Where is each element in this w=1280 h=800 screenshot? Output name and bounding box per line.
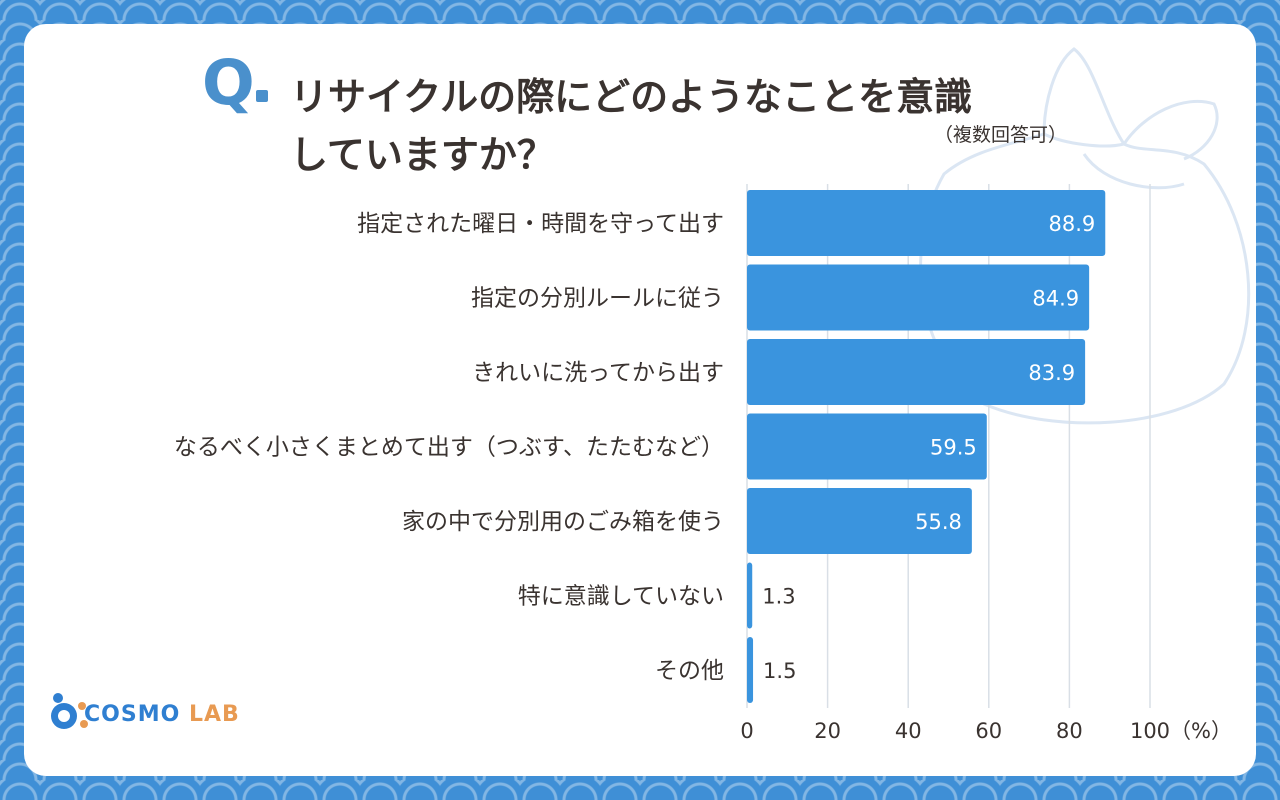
x-tick-0: 0: [740, 719, 753, 743]
question-title: リサイクルの際にどのようなことを意識 していますか？: [290, 68, 972, 184]
value-label-6: 1.3: [762, 585, 795, 609]
value-label-7: 1.5: [763, 659, 796, 683]
x-tick-40: 40: [895, 719, 922, 743]
value-label-4: 59.5: [930, 436, 977, 460]
x-tick-60: 60: [975, 719, 1002, 743]
question-mark-q: Q: [202, 46, 255, 119]
title-line-1: リサイクルの際にどのようなことを意識: [290, 75, 973, 119]
value-labels: 88.9 84.9 83.9 59.5 55.8 1.3 1.5: [762, 212, 1095, 683]
category-label-1: 指定された曜日・時間を守って出す: [357, 211, 724, 237]
x-axis-ticks: 0 20 40 60 80 100 （%）: [740, 719, 1232, 743]
x-tick-100: 100: [1130, 719, 1170, 743]
value-label-1: 88.9: [1049, 212, 1096, 236]
logo-text-lab: LAB: [188, 702, 240, 727]
x-axis-unit: （%）: [1170, 719, 1232, 743]
bars: [747, 190, 1106, 703]
logo-wordmark: COSMO LAB: [84, 702, 240, 727]
x-tick-80: 80: [1056, 719, 1083, 743]
multiple-answers-note: （複数回答可）: [934, 124, 1068, 146]
category-label-4: なるべく小さくまとめて出す（つぶす、たたむなど）: [174, 435, 724, 461]
bar-4: [747, 413, 987, 480]
category-label-7: その他: [655, 658, 724, 684]
category-label-2: 指定の分別ルールに従う: [471, 286, 724, 312]
value-label-2: 84.9: [1032, 287, 1079, 311]
value-label-5: 55.8: [915, 510, 962, 534]
category-label-6: 特に意識していない: [518, 584, 724, 610]
bar-chart: 指定された曜日・時間を守って出す指定の分別ルールに従うきれいに洗ってから出すなる…: [174, 184, 1232, 743]
chart-card: Q リサイクルの際にどのようなことを意識 していますか？ （複数回答可） 指定さ…: [24, 24, 1256, 776]
question-dot: [256, 90, 268, 102]
bar-5: [747, 488, 972, 554]
logo-text-cosmo: COSMO: [84, 702, 181, 727]
bar-2: [747, 264, 1090, 331]
value-label-3: 83.9: [1028, 361, 1075, 385]
title-line-2: していますか？: [290, 133, 555, 177]
cosmo-lab-logo-icon: [51, 693, 88, 729]
bar-7: [747, 637, 754, 703]
category-label-3: きれいに洗ってから出す: [472, 360, 724, 386]
bar-3: [747, 339, 1086, 405]
x-tick-20: 20: [814, 719, 841, 743]
bar-6: [747, 562, 753, 629]
category-labels: 指定された曜日・時間を守って出す指定の分別ルールに従うきれいに洗ってから出すなる…: [174, 211, 724, 684]
category-label-5: 家の中で分別用のごみ箱を使う: [402, 509, 724, 535]
bar-1: [747, 190, 1106, 256]
